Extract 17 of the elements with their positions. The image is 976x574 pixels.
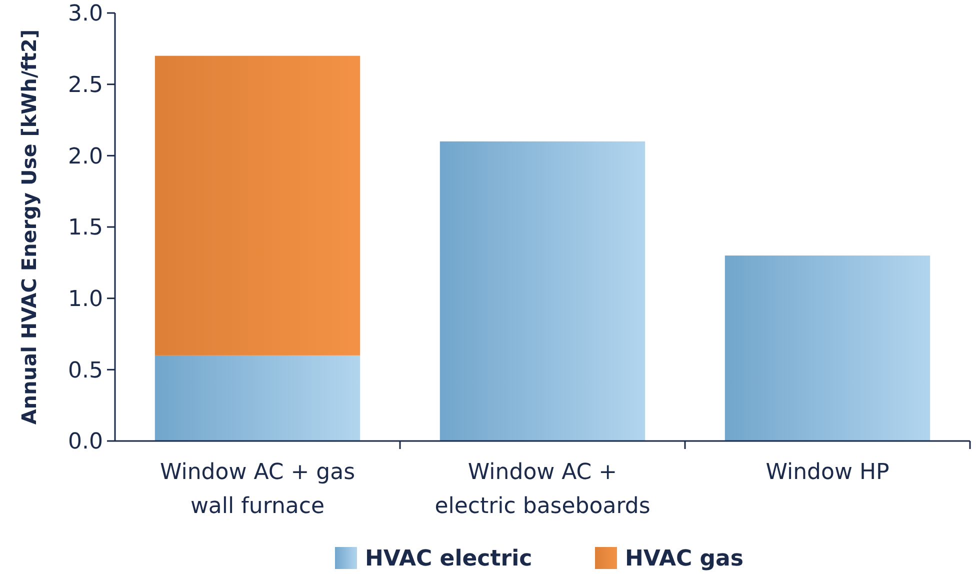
bar <box>154 56 360 356</box>
bar <box>440 141 646 441</box>
legend-label: HVAC gas <box>625 546 744 572</box>
y-tick-label: 3.0 <box>68 2 103 27</box>
x-tick-label: Window HP <box>766 460 890 485</box>
y-tick-label: 1.0 <box>68 287 103 312</box>
y-tick-label: 2.5 <box>68 73 103 98</box>
bar <box>154 355 360 441</box>
x-tick-label: Window AC + gas wall furnace <box>160 460 356 519</box>
x-tick-label: Window AC + electric baseboards <box>434 460 650 519</box>
y-axis-title: Annual HVAC Energy Use [kWh/ft2] <box>17 29 41 425</box>
bar <box>724 256 930 441</box>
y-tick-label: 2.0 <box>68 144 103 170</box>
y-tick-label: 0.5 <box>68 358 103 384</box>
legend-label: HVAC electric <box>365 546 532 572</box>
y-tick-label: 1.5 <box>68 216 103 241</box>
y-tick-label: 0.0 <box>68 430 103 455</box>
